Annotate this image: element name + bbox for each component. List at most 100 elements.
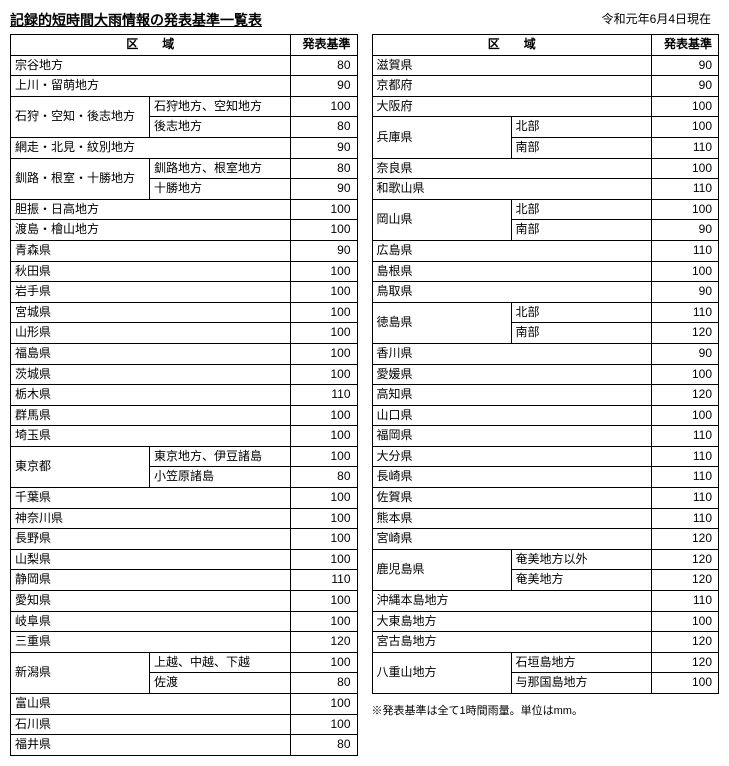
header-standard: 発表基準: [652, 35, 719, 56]
value-cell: 100: [290, 302, 357, 323]
table-row: 和歌山県110: [372, 179, 719, 200]
table-row: 滋賀県90: [372, 55, 719, 76]
header-region: 区 域: [372, 35, 652, 56]
value-cell: 90: [290, 137, 357, 158]
table-row: 岡山県北部100: [372, 199, 719, 220]
table-row: 青森県90: [11, 240, 358, 261]
region-cell: 福島県: [11, 343, 291, 364]
region-cell: 佐賀県: [372, 488, 652, 509]
value-cell: 110: [652, 302, 719, 323]
region-cell: 和歌山県: [372, 179, 652, 200]
table-row: 宮城県100: [11, 302, 358, 323]
table-row: 岩手県100: [11, 282, 358, 303]
table-row: 静岡県110: [11, 570, 358, 591]
subregion-cell: 奄美地方以外: [511, 549, 652, 570]
table-row: 東京都東京地方、伊豆諸島100: [11, 446, 358, 467]
table-row: 八重山地方石垣島地方120: [372, 652, 719, 673]
table-row: 群馬県100: [11, 405, 358, 426]
table-row: 宗谷地方80: [11, 55, 358, 76]
table-row: 新潟県上越、中越、下越100: [11, 652, 358, 673]
value-cell: 100: [290, 96, 357, 117]
value-cell: 110: [652, 240, 719, 261]
table-row: 埼玉県100: [11, 426, 358, 447]
region-cell: 静岡県: [11, 570, 291, 591]
footnote: ※発表基準は全て1時間雨量。単位はmm。: [372, 702, 720, 718]
table-row: 広島県110: [372, 240, 719, 261]
value-cell: 90: [290, 76, 357, 97]
region-cell: 広島県: [372, 240, 652, 261]
value-cell: 100: [290, 426, 357, 447]
value-cell: 90: [652, 343, 719, 364]
subregion-cell: 石狩地方、空知地方: [150, 96, 291, 117]
table-row: 茨城県100: [11, 364, 358, 385]
value-cell: 100: [290, 405, 357, 426]
region-cell: 福岡県: [372, 426, 652, 447]
value-cell: 100: [290, 446, 357, 467]
region-cell: 石川県: [11, 714, 291, 735]
value-cell: 110: [652, 179, 719, 200]
table-row: 三重県120: [11, 632, 358, 653]
table-row: 富山県100: [11, 694, 358, 715]
value-cell: 100: [290, 199, 357, 220]
table-row: 網走・北見・紋別地方90: [11, 137, 358, 158]
region-cell: 長崎県: [372, 467, 652, 488]
value-cell: 100: [290, 282, 357, 303]
value-cell: 120: [652, 549, 719, 570]
region-cell: 八重山地方: [372, 652, 511, 693]
value-cell: 100: [290, 261, 357, 282]
table-row: 石川県100: [11, 714, 358, 735]
left-table: 区 域 発表基準 宗谷地方80上川・留萌地方90石狩・空知・後志地方石狩地方、空…: [10, 34, 358, 756]
region-cell: 釧路・根室・十勝地方: [11, 158, 150, 199]
table-row: 釧路・根室・十勝地方釧路地方、根室地方80: [11, 158, 358, 179]
value-cell: 100: [652, 96, 719, 117]
table-row: 宮古島地方120: [372, 632, 719, 653]
value-cell: 100: [290, 343, 357, 364]
region-cell: 岡山県: [372, 199, 511, 240]
table-row: 奈良県100: [372, 158, 719, 179]
region-cell: 青森県: [11, 240, 291, 261]
table-row: 秋田県100: [11, 261, 358, 282]
tables-wrapper: 区 域 発表基準 宗谷地方80上川・留萌地方90石狩・空知・後志地方石狩地方、空…: [10, 34, 719, 756]
value-cell: 100: [290, 508, 357, 529]
value-cell: 120: [652, 570, 719, 591]
region-cell: 新潟県: [11, 652, 150, 693]
value-cell: 100: [290, 323, 357, 344]
value-cell: 80: [290, 158, 357, 179]
value-cell: 100: [290, 220, 357, 241]
value-cell: 120: [652, 385, 719, 406]
table-row: 愛媛県100: [372, 364, 719, 385]
region-cell: 高知県: [372, 385, 652, 406]
table-row: 鹿児島県奄美地方以外120: [372, 549, 719, 570]
table-row: 宮崎県120: [372, 529, 719, 550]
region-cell: 沖縄本島地方: [372, 591, 652, 612]
region-cell: 徳島県: [372, 302, 511, 343]
region-cell: 鳥取県: [372, 282, 652, 303]
table-row: 石狩・空知・後志地方石狩地方、空知地方100: [11, 96, 358, 117]
value-cell: 120: [652, 652, 719, 673]
subregion-cell: 北部: [511, 117, 652, 138]
table-row: 鳥取県90: [372, 282, 719, 303]
region-cell: 上川・留萌地方: [11, 76, 291, 97]
table-row: 高知県120: [372, 385, 719, 406]
region-cell: 富山県: [11, 694, 291, 715]
value-cell: 90: [290, 179, 357, 200]
region-cell: 宮城県: [11, 302, 291, 323]
table-row: 徳島県北部110: [372, 302, 719, 323]
region-cell: 奈良県: [372, 158, 652, 179]
region-cell: 山口県: [372, 405, 652, 426]
region-cell: 香川県: [372, 343, 652, 364]
value-cell: 90: [652, 220, 719, 241]
right-table: 区 域 発表基準 滋賀県90京都府90大阪府100兵庫県北部100南部110奈良…: [372, 34, 720, 694]
value-cell: 110: [652, 446, 719, 467]
table-row: 栃木県110: [11, 385, 358, 406]
value-cell: 80: [290, 117, 357, 138]
region-cell: 千葉県: [11, 488, 291, 509]
left-column: 区 域 発表基準 宗谷地方80上川・留萌地方90石狩・空知・後志地方石狩地方、空…: [10, 34, 358, 756]
value-cell: 110: [652, 508, 719, 529]
table-row: 京都府90: [372, 76, 719, 97]
region-cell: 宗谷地方: [11, 55, 291, 76]
subregion-cell: 奄美地方: [511, 570, 652, 591]
table-row: 神奈川県100: [11, 508, 358, 529]
value-cell: 90: [652, 55, 719, 76]
value-cell: 80: [290, 735, 357, 756]
